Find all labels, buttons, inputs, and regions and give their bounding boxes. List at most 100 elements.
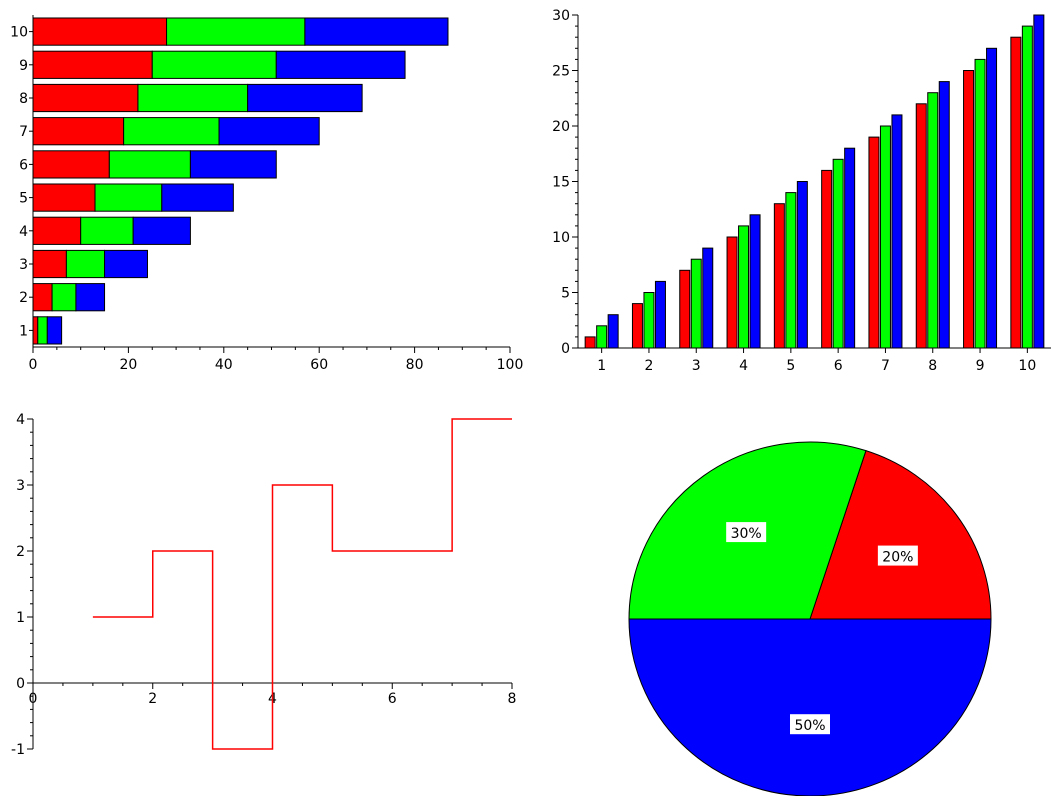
x-tick-label: 100 — [497, 357, 524, 373]
y-tick-label: 0 — [16, 676, 25, 692]
y-tick-label: 30 — [552, 8, 570, 24]
bar — [773, 203, 785, 349]
bar — [749, 214, 761, 349]
pie-slice-label: 50% — [794, 718, 825, 734]
bar-segment — [32, 249, 67, 279]
category-tick-label: 8 — [19, 91, 28, 107]
category-tick-label: 1 — [597, 358, 606, 374]
y-tick-label: 2 — [16, 544, 25, 560]
bar — [927, 92, 939, 349]
y-tick-label: 5 — [561, 286, 570, 302]
bar — [832, 158, 844, 349]
bar-segment — [32, 150, 110, 179]
bar-segment — [32, 83, 139, 113]
bar — [879, 125, 891, 349]
bar — [643, 292, 655, 349]
category-tick-label: 6 — [834, 358, 843, 374]
bar — [974, 58, 986, 349]
bar — [891, 114, 903, 349]
bar — [690, 258, 702, 349]
x-tick-label: 0 — [29, 357, 38, 373]
step-series-line — [92, 418, 512, 750]
bar-segment — [166, 17, 306, 46]
bar-segment — [75, 283, 106, 312]
bar-segment — [37, 316, 48, 345]
bar — [844, 147, 856, 349]
pie-slice — [809, 450, 992, 620]
y-tick-label: 1 — [16, 610, 25, 626]
bar-segment — [161, 183, 234, 212]
bar-segment — [304, 17, 449, 46]
y-tick-label: 25 — [552, 64, 570, 80]
bar-segment — [132, 216, 191, 245]
bar-segment — [151, 50, 277, 79]
x-tick-label: 20 — [119, 357, 137, 373]
x-tick-label: 0 — [29, 691, 38, 707]
bar-segment — [108, 150, 191, 179]
category-tick-label: 3 — [19, 257, 28, 273]
bar-segment — [218, 117, 320, 146]
bar-segment — [104, 249, 148, 279]
bar — [726, 236, 738, 349]
grouped-vertical-bar-chart: 1 2 3 4 5 6 7 8 9 10 0 5 10 15 20 25 30 — [552, 8, 1051, 374]
y-tick-label: 3 — [16, 478, 25, 494]
bar — [607, 314, 619, 349]
y-tick-label: 4 — [16, 412, 25, 428]
category-tick-label: 7 — [19, 124, 28, 140]
bar-segment — [137, 83, 249, 113]
bar — [679, 269, 691, 349]
bar-segment — [32, 50, 153, 79]
bar-segment — [32, 117, 125, 146]
pie-slice-label: 20% — [882, 550, 913, 566]
bar-segment — [46, 316, 63, 345]
bar — [631, 303, 643, 349]
bar-segment — [32, 216, 82, 245]
bar — [796, 181, 808, 349]
bar — [938, 81, 950, 349]
x-tick-label: 8 — [508, 691, 517, 707]
y-tick-label: 10 — [552, 230, 570, 246]
x-tick-label: 6 — [388, 691, 397, 707]
bar-segment — [32, 283, 53, 312]
bar — [868, 136, 880, 349]
bar-segment — [32, 17, 168, 46]
category-tick-label: 4 — [739, 358, 748, 374]
bar-segment — [123, 117, 220, 146]
category-tick-label: 5 — [19, 191, 28, 207]
pie-slice — [628, 618, 992, 796]
bar — [986, 47, 998, 349]
bar-segment — [247, 83, 363, 113]
bar — [785, 192, 797, 349]
x-tick-label: 80 — [406, 357, 424, 373]
y-tick-label: 20 — [552, 119, 570, 135]
bar — [915, 103, 927, 349]
x-tick-label: 40 — [215, 357, 233, 373]
bar — [738, 225, 750, 349]
bar — [596, 325, 608, 349]
pie-chart: 20% 30% 50% — [628, 441, 992, 796]
bar-segment — [51, 283, 77, 312]
category-tick-label: 10 — [1018, 358, 1036, 374]
bar-segment — [94, 183, 163, 212]
bar — [654, 280, 666, 349]
y-tick-label: -1 — [11, 742, 25, 758]
bar-segment — [65, 249, 106, 279]
bar — [702, 247, 714, 349]
category-tick-label: 2 — [19, 290, 28, 306]
bar — [1021, 25, 1033, 349]
x-tick-label: 60 — [310, 357, 328, 373]
bar-segment — [275, 50, 406, 79]
category-tick-label: 7 — [881, 358, 890, 374]
bar — [1033, 14, 1045, 349]
bar — [821, 169, 833, 349]
pie-label-background — [790, 714, 830, 735]
bar-segment — [189, 150, 277, 179]
y-tick-label: 0 — [561, 341, 570, 357]
category-tick-label: 9 — [19, 58, 28, 74]
bar — [963, 70, 975, 349]
pie-label-background — [726, 522, 767, 543]
category-tick-label: 3 — [692, 358, 701, 374]
